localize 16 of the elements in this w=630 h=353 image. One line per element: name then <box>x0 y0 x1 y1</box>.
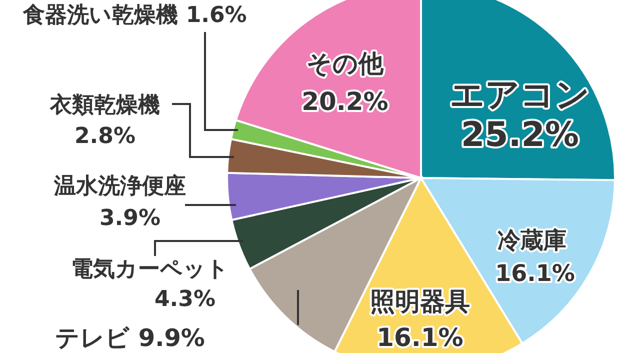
slice-label: 冷蔵庫 <box>498 227 566 254</box>
data-label: 16.1% <box>495 261 575 287</box>
slice-label: 電気カーペット <box>71 257 229 282</box>
data-label: 4.3% <box>154 287 216 312</box>
slice-label: 温水洗浄便座 <box>53 173 186 199</box>
slice-label: 照明器具 <box>370 287 470 316</box>
data-label: 16.1% <box>376 323 464 352</box>
slice-label: テレビ 9.9% <box>55 324 205 352</box>
data-label: 20.2% <box>302 87 388 116</box>
slice-label: 衣類乾燥機 <box>49 92 160 118</box>
data-label: 2.8% <box>74 124 136 149</box>
data-label: 3.9% <box>99 206 161 231</box>
slice-label: 食器洗い乾燥機 1.6% <box>22 3 247 28</box>
slice-label: その他 <box>306 49 384 78</box>
slice-label: エアコン <box>450 75 590 115</box>
data-label: 25.2% <box>461 115 579 155</box>
